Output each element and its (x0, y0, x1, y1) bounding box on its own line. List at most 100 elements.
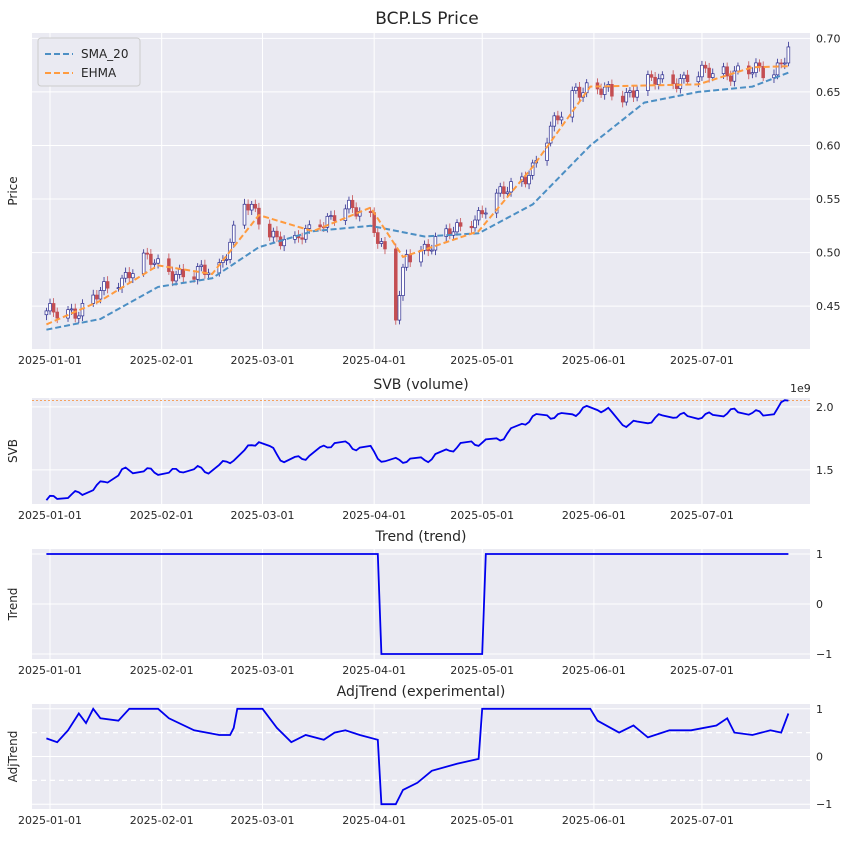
candle-body (725, 66, 729, 77)
x-tick-label: 2025-07-01 (670, 814, 734, 827)
plot-marks (32, 707, 810, 806)
candle-body (577, 86, 582, 98)
plot-area (32, 33, 810, 349)
candle-body (700, 64, 704, 78)
panel-title: AdjTrend (experimental) (337, 684, 506, 700)
candle-body (696, 76, 701, 83)
candle-body (275, 230, 279, 238)
panel-adjtrend: 2025-01-01 2025-02-01 2025-03-01 2025-04-01… (6, 684, 832, 827)
candle-body (556, 115, 560, 121)
y-tick-label: −1 (816, 648, 832, 661)
candle-body (170, 271, 175, 282)
candle-body (779, 62, 783, 65)
candle-body (527, 175, 531, 185)
candle-body (249, 203, 254, 211)
candle-body (242, 203, 247, 226)
candle-body (77, 315, 81, 319)
x-tick-label: 2025-01-01 (18, 814, 82, 827)
candle-body (480, 210, 484, 215)
candle-body (73, 308, 77, 319)
plot-marks (32, 399, 810, 501)
candle-body (123, 272, 128, 279)
candle-body (379, 241, 384, 244)
candle-body (408, 254, 412, 263)
candle-body (145, 252, 150, 255)
candle-body (397, 295, 402, 321)
candle-body (343, 208, 348, 221)
candle-body (646, 74, 650, 91)
candle-body (473, 219, 477, 229)
x-tick-label: 2025-03-01 (231, 814, 295, 827)
panel-trend: 2025-01-01 2025-02-01 2025-03-01 2025-04-01… (6, 529, 832, 677)
offset-label: 1e9 (790, 382, 811, 395)
candle-body (300, 237, 304, 240)
series-line-svb (45, 399, 789, 501)
candle-body (325, 215, 330, 228)
candle-body (329, 215, 333, 217)
y-tick-label: −1 (816, 798, 832, 811)
candle-body (498, 186, 502, 194)
candle-body (685, 74, 690, 83)
x-tick-label: 2025-03-01 (231, 354, 295, 367)
candle-body (671, 74, 675, 85)
candle-body (509, 181, 513, 193)
candle-body (433, 236, 438, 251)
panel-price: 2025-01-01 2025-02-01 2025-03-01 2025-04-01… (6, 32, 841, 367)
y-tick-label: 2.0 (816, 401, 834, 414)
candle-body (653, 76, 657, 85)
candle-body (721, 66, 726, 75)
candle-body (127, 272, 131, 279)
candle-body (505, 191, 510, 194)
series-line-trend (46, 553, 789, 655)
candle-body (574, 86, 578, 92)
candle-body (95, 294, 99, 300)
candle-body (44, 310, 49, 316)
series-line-ehma (45, 65, 789, 326)
candle-body (131, 273, 135, 279)
candle-body (199, 264, 204, 267)
candle-body (631, 90, 636, 98)
candle-body (674, 83, 679, 89)
series-line-sma_20 (46, 71, 789, 331)
y-tick-label: 0.45 (816, 300, 841, 313)
candle-body (271, 230, 276, 238)
candle-body (545, 142, 549, 161)
candle-body (372, 212, 376, 233)
candle-body (91, 294, 95, 304)
candle-body (293, 234, 297, 240)
candle-body (152, 262, 157, 265)
candle-body (469, 225, 474, 229)
y-axis-label: Trend (6, 588, 20, 622)
candle-body (635, 90, 639, 98)
candle-body (628, 90, 632, 93)
candle-body (761, 66, 765, 79)
candle-body (347, 199, 351, 210)
candle-body (253, 203, 258, 209)
x-tick-label: 2025-07-01 (670, 664, 734, 677)
x-tick-label: 2025-05-01 (450, 354, 514, 367)
y-tick-label: 0.55 (816, 193, 841, 206)
candle-body (476, 210, 481, 221)
x-tick-label: 2025-03-01 (231, 509, 295, 522)
panel-svb: 2025-01-01 2025-02-01 2025-03-01 2025-04-01… (6, 377, 834, 522)
candle-body (649, 74, 654, 78)
candle-body (455, 222, 459, 233)
candle-body (174, 274, 178, 282)
candle-body (354, 207, 358, 217)
candle-body (203, 264, 207, 275)
y-tick-label: 0.50 (816, 247, 841, 260)
x-tick-label: 2025-06-01 (562, 664, 626, 677)
x-tick-label: 2025-01-01 (18, 664, 82, 677)
plot-area (32, 398, 810, 504)
y-tick-label: 1 (816, 703, 823, 716)
x-tick-label: 2025-06-01 (562, 509, 626, 522)
candle-body (246, 203, 250, 211)
candle-body (786, 46, 791, 64)
plot-marks (46, 553, 789, 655)
x-tick-label: 2025-01-01 (18, 509, 82, 522)
candle-body (383, 241, 387, 250)
candle-body (192, 276, 196, 280)
x-tick-label: 2025-04-01 (342, 354, 406, 367)
candle-body (610, 84, 614, 97)
